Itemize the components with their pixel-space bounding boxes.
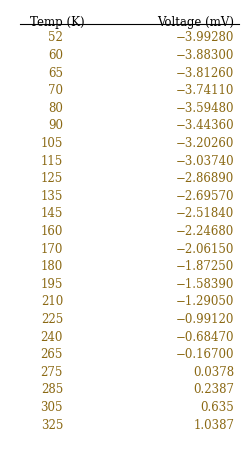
Text: 170: 170 [41, 243, 63, 256]
Text: −1.58390: −1.58390 [176, 278, 234, 291]
Text: −0.99120: −0.99120 [176, 313, 234, 326]
Text: 160: 160 [41, 225, 63, 238]
Text: −2.24680: −2.24680 [176, 225, 234, 238]
Text: −1.29050: −1.29050 [176, 295, 234, 308]
Text: −2.86890: −2.86890 [176, 172, 234, 185]
Text: 115: 115 [41, 155, 63, 168]
Text: 265: 265 [41, 348, 63, 361]
Text: 52: 52 [48, 31, 63, 44]
Text: 0.635: 0.635 [201, 401, 234, 414]
Text: 285: 285 [41, 383, 63, 396]
Text: −2.69570: −2.69570 [176, 190, 234, 203]
Text: −3.03740: −3.03740 [176, 155, 234, 168]
Text: −3.81260: −3.81260 [176, 67, 234, 80]
Text: 80: 80 [48, 102, 63, 115]
Text: 225: 225 [41, 313, 63, 326]
Text: 305: 305 [41, 401, 63, 414]
Text: 145: 145 [41, 207, 63, 220]
Text: −3.44360: −3.44360 [176, 119, 234, 132]
Text: −3.20260: −3.20260 [176, 137, 234, 150]
Text: −3.99280: −3.99280 [176, 31, 234, 44]
Text: 275: 275 [41, 366, 63, 379]
Text: 65: 65 [48, 67, 63, 80]
Text: −0.68470: −0.68470 [176, 331, 234, 344]
Text: −3.74110: −3.74110 [176, 84, 234, 97]
Text: 70: 70 [48, 84, 63, 97]
Text: 1.0387: 1.0387 [193, 419, 234, 432]
Text: 210: 210 [41, 295, 63, 308]
Text: 105: 105 [41, 137, 63, 150]
Text: Voltage (mV): Voltage (mV) [157, 16, 234, 29]
Text: −3.59480: −3.59480 [176, 102, 234, 115]
Text: 325: 325 [41, 419, 63, 432]
Text: 0.0378: 0.0378 [193, 366, 234, 379]
Text: 240: 240 [41, 331, 63, 344]
Text: −2.06150: −2.06150 [176, 243, 234, 256]
Text: −2.51840: −2.51840 [176, 207, 234, 220]
Text: 90: 90 [48, 119, 63, 132]
Text: 135: 135 [41, 190, 63, 203]
Text: Temp (K): Temp (K) [30, 16, 85, 29]
Text: −3.88300: −3.88300 [176, 49, 234, 62]
Text: 195: 195 [41, 278, 63, 291]
Text: 125: 125 [41, 172, 63, 185]
Text: 0.2387: 0.2387 [193, 383, 234, 396]
Text: −0.16700: −0.16700 [176, 348, 234, 361]
Text: −1.87250: −1.87250 [176, 260, 234, 273]
Text: 180: 180 [41, 260, 63, 273]
Text: 60: 60 [48, 49, 63, 62]
